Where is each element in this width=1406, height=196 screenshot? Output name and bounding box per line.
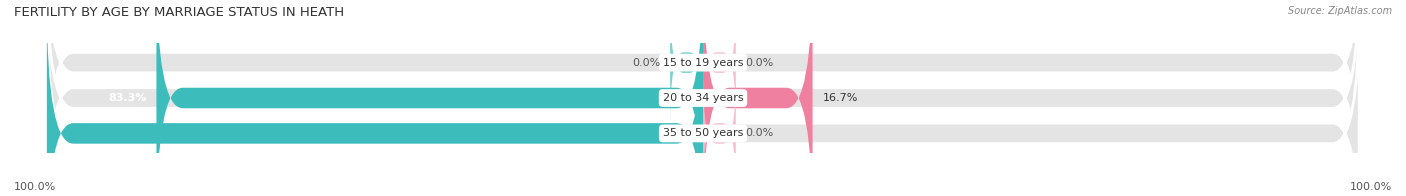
Text: 0.0%: 0.0%	[745, 128, 773, 138]
FancyBboxPatch shape	[46, 0, 1360, 194]
Text: 20 to 34 years: 20 to 34 years	[662, 93, 744, 103]
FancyBboxPatch shape	[703, 0, 813, 196]
Text: 35 to 50 years: 35 to 50 years	[662, 128, 744, 138]
FancyBboxPatch shape	[46, 2, 703, 196]
Text: 100.0%: 100.0%	[14, 182, 56, 192]
FancyBboxPatch shape	[46, 2, 1360, 196]
FancyBboxPatch shape	[671, 2, 703, 123]
Text: 15 to 19 years: 15 to 19 years	[662, 58, 744, 68]
Text: 0.0%: 0.0%	[633, 58, 661, 68]
FancyBboxPatch shape	[703, 2, 735, 123]
FancyBboxPatch shape	[156, 0, 703, 196]
Text: 0.0%: 0.0%	[745, 58, 773, 68]
Text: 100.0%: 100.0%	[0, 128, 37, 138]
Text: 100.0%: 100.0%	[1350, 182, 1392, 192]
Text: 83.3%: 83.3%	[108, 93, 146, 103]
Text: 16.7%: 16.7%	[823, 93, 858, 103]
FancyBboxPatch shape	[703, 73, 735, 194]
Text: Source: ZipAtlas.com: Source: ZipAtlas.com	[1288, 6, 1392, 16]
FancyBboxPatch shape	[46, 0, 1360, 196]
Text: FERTILITY BY AGE BY MARRIAGE STATUS IN HEATH: FERTILITY BY AGE BY MARRIAGE STATUS IN H…	[14, 6, 344, 19]
